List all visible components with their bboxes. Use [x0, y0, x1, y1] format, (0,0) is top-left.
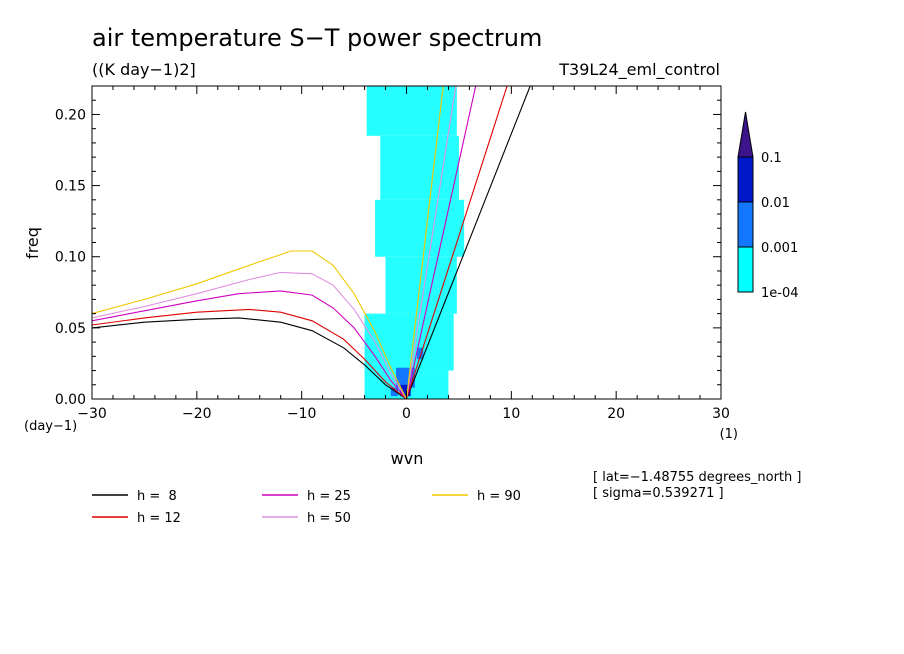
colorbar-level-label: 0.01	[761, 196, 790, 211]
y-tick-label: 0.10	[55, 250, 86, 266]
legend-label: h = 8	[137, 489, 177, 504]
rossby-curve-h50	[92, 271, 407, 399]
kelvin-line-h90	[405, 86, 444, 399]
x-tick-label: −30	[77, 406, 107, 422]
spectrum-patch-9	[416, 347, 424, 360]
y-tick-label: 0.05	[55, 321, 86, 337]
x-tick-label: 0	[402, 406, 411, 422]
spectrum-patch-1	[380, 135, 459, 200]
rossby-curve-h8	[92, 317, 407, 399]
colorbar-segment	[737, 246, 754, 293]
colorbar: 1e-04 0.001 0.01 0.1	[737, 111, 799, 301]
legend-label: h = 50	[307, 511, 351, 526]
x-tick-label: 20	[607, 406, 625, 422]
kelvin-line-h25	[405, 86, 477, 399]
x-axis-label: wvn	[391, 449, 424, 468]
y-tick-label: 0.20	[55, 107, 86, 123]
x-units-label: (1)	[720, 427, 738, 442]
legend-label: h = 90	[477, 489, 521, 504]
rossby-curve-h90	[92, 250, 407, 399]
legend-label: h = 12	[137, 511, 181, 526]
legend-label: h = 25	[307, 489, 351, 504]
run-label: T39L24_eml_control	[558, 60, 720, 80]
colorbar-segment	[737, 156, 754, 203]
spectrum-patch-8	[390, 387, 399, 397]
y-axis-label: freq	[23, 227, 42, 259]
rossby-curve-h25	[92, 290, 407, 399]
colorbar-top-arrow	[737, 111, 754, 158]
info-sigma: [ sigma=0.539271 ]	[593, 486, 724, 501]
chart-units: ((K day−1)2]	[92, 60, 196, 79]
colorbar-level-label: 0.001	[761, 241, 798, 256]
y-tick-label: 0.15	[55, 179, 86, 195]
dispersion-curves	[92, 86, 531, 399]
x-tick-label: 30	[712, 406, 730, 422]
colorbar-level-label: 0.1	[761, 151, 782, 166]
x-tick-label: −20	[182, 406, 212, 422]
info-lat: [ lat=−1.48755 degrees_north ]	[593, 470, 801, 485]
spectrum-patch-2	[375, 199, 465, 257]
chart-title: air temperature S−T power spectrum	[92, 24, 542, 52]
legend: h = 8 h = 12 h = 25 h = 50 h = 90	[92, 489, 521, 526]
y-units-label: (day−1)	[24, 419, 77, 434]
x-tick-label: −10	[287, 406, 317, 422]
spectrum-patch-7	[400, 384, 411, 397]
x-tick-label: 10	[502, 406, 520, 422]
spectrum-patch-4	[364, 313, 454, 371]
kelvin-line-h12	[405, 86, 508, 399]
kelvin-line-h50	[405, 86, 457, 399]
kelvin-line-h8	[405, 86, 531, 399]
colorbar-segment	[737, 201, 754, 248]
y-tick-label: 0.00	[55, 392, 86, 408]
rossby-curve-h12	[92, 308, 407, 399]
axis-ticks: −30 −20 −10 0 10 20 30 0.00 0.05 0.10 0.15 0.20	[55, 85, 730, 422]
plot-area: −30 −20 −10 0 10 20 30 0.00 0.05 0.10 0.15 0.20	[55, 85, 730, 422]
spectrum-patch-0	[366, 86, 457, 136]
colorbar-level-label: 1e-04	[761, 286, 799, 301]
